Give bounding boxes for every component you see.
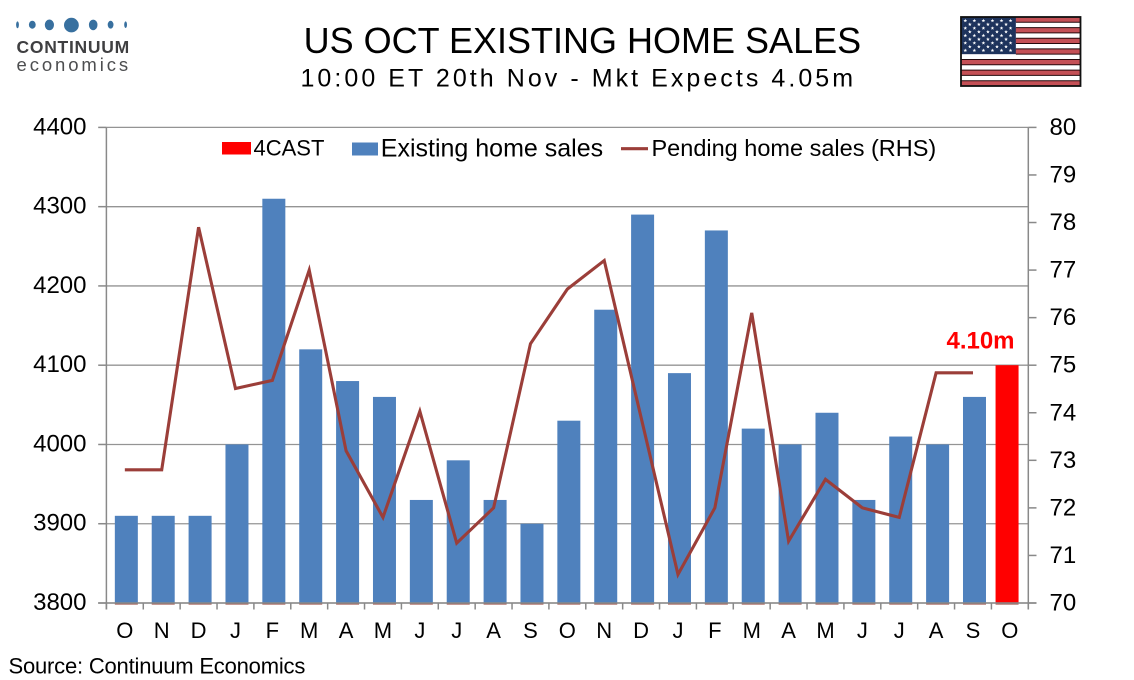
svg-text:O: O <box>1001 618 1018 643</box>
svg-text:US OCT EXISTING HOME SALES: US OCT EXISTING HOME SALES <box>304 20 861 61</box>
svg-text:3900: 3900 <box>33 510 86 537</box>
svg-text:M: M <box>300 618 318 643</box>
svg-text:71: 71 <box>1050 542 1077 569</box>
svg-text:M: M <box>743 618 761 643</box>
svg-text:10:00 ET 20th Nov - Mkt Expect: 10:00 ET 20th Nov - Mkt Expects 4.05m <box>300 65 856 93</box>
svg-text:O: O <box>559 618 576 643</box>
svg-text:74: 74 <box>1050 399 1077 426</box>
svg-text:79: 79 <box>1050 161 1077 188</box>
svg-text:4000: 4000 <box>33 430 86 457</box>
svg-text:D: D <box>633 618 649 643</box>
svg-text:A: A <box>486 618 501 643</box>
svg-text:J: J <box>894 618 905 643</box>
svg-text:M: M <box>374 618 392 643</box>
svg-text:F: F <box>708 618 721 643</box>
svg-text:4100: 4100 <box>33 351 86 378</box>
svg-text:J: J <box>451 618 462 643</box>
svg-text:CONTINUUM: CONTINUUM <box>17 37 130 57</box>
svg-text:J: J <box>414 618 425 643</box>
svg-text:4300: 4300 <box>33 193 86 220</box>
svg-text:4200: 4200 <box>33 272 86 299</box>
svg-text:4.10m: 4.10m <box>946 328 1014 355</box>
svg-text:70: 70 <box>1050 590 1077 617</box>
svg-text:Existing home sales: Existing home sales <box>381 135 603 163</box>
svg-text:economics: economics <box>17 54 132 75</box>
svg-text:A: A <box>781 618 796 643</box>
svg-text:3800: 3800 <box>33 589 86 616</box>
svg-text:73: 73 <box>1050 447 1077 474</box>
svg-text:72: 72 <box>1050 494 1077 521</box>
svg-text:N: N <box>154 618 170 643</box>
svg-text:S: S <box>966 618 981 643</box>
svg-text:O: O <box>116 618 133 643</box>
svg-text:M: M <box>816 618 834 643</box>
svg-text:78: 78 <box>1050 209 1077 236</box>
svg-text:S: S <box>523 618 538 643</box>
svg-text:76: 76 <box>1050 304 1077 331</box>
svg-text:N: N <box>596 618 612 643</box>
svg-text:J: J <box>857 618 868 643</box>
svg-text:4CAST: 4CAST <box>254 136 325 161</box>
svg-text:F: F <box>266 618 279 643</box>
svg-text:75: 75 <box>1050 352 1077 379</box>
svg-text:Source: Continuum Economics: Source: Continuum Economics <box>9 654 306 679</box>
svg-text:Pending home sales (RHS): Pending home sales (RHS) <box>652 135 937 161</box>
svg-text:4400: 4400 <box>33 113 86 140</box>
svg-text:80: 80 <box>1050 114 1077 141</box>
svg-text:A: A <box>929 618 944 643</box>
svg-text:A: A <box>339 618 354 643</box>
svg-text:J: J <box>672 618 683 643</box>
svg-text:J: J <box>230 618 241 643</box>
svg-text:77: 77 <box>1050 257 1077 284</box>
svg-text:D: D <box>191 618 207 643</box>
